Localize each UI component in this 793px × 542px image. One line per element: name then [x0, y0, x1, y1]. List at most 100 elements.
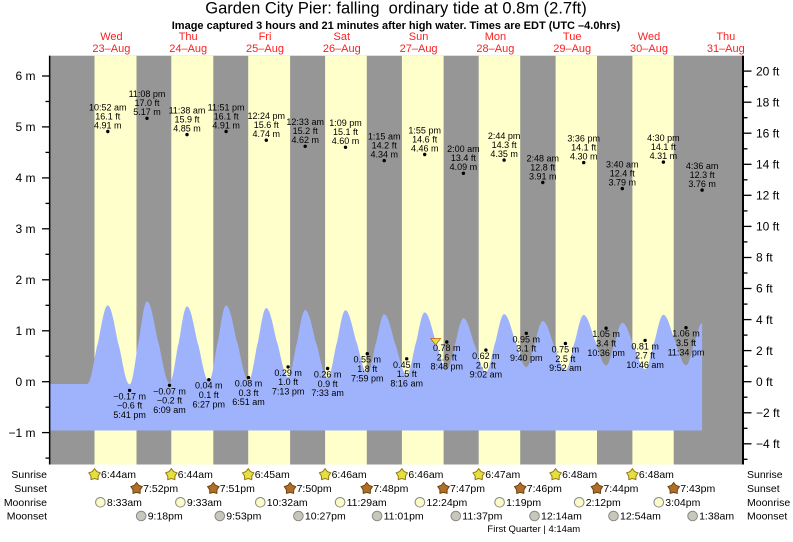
svg-text:−0.6 ft: −0.6 ft — [117, 401, 143, 411]
svg-text:9:18pm: 9:18pm — [148, 511, 183, 523]
svg-text:0.55 m: 0.55 m — [354, 355, 382, 365]
svg-text:1:09 pm: 1:09 pm — [329, 118, 362, 128]
svg-text:4.62 m: 4.62 m — [291, 135, 319, 145]
svg-text:1 m: 1 m — [15, 324, 35, 338]
svg-text:11:51 pm: 11:51 pm — [208, 102, 245, 112]
svg-text:1.8 ft: 1.8 ft — [357, 364, 378, 374]
svg-text:0 m: 0 m — [15, 375, 35, 389]
svg-text:12:33 am: 12:33 am — [286, 117, 324, 127]
svg-text:−4 ft: −4 ft — [756, 437, 780, 451]
svg-text:Tue: Tue — [563, 31, 582, 43]
svg-text:4.09 m: 4.09 m — [450, 162, 478, 172]
svg-text:1:15 am: 1:15 am — [368, 131, 401, 141]
svg-text:Sunset: Sunset — [747, 483, 780, 495]
svg-text:10:27pm: 10:27pm — [305, 511, 346, 523]
svg-text:14.6 ft: 14.6 ft — [412, 134, 438, 144]
svg-text:First Quarter | 4:14am: First Quarter | 4:14am — [487, 524, 580, 535]
svg-text:0.1 ft: 0.1 ft — [199, 390, 220, 400]
svg-text:12.8 ft: 12.8 ft — [530, 162, 556, 172]
svg-text:6:48am: 6:48am — [562, 469, 597, 481]
svg-text:2:12pm: 2:12pm — [586, 497, 621, 509]
svg-text:11:29am: 11:29am — [347, 497, 387, 509]
svg-text:4.46 m: 4.46 m — [411, 143, 439, 153]
svg-text:1:55 pm: 1:55 pm — [408, 125, 441, 135]
svg-text:8:48 pm: 8:48 pm — [431, 362, 464, 372]
svg-text:6:48am: 6:48am — [639, 469, 674, 481]
svg-text:6:09 am: 6:09 am — [153, 405, 186, 415]
svg-text:7:44pm: 7:44pm — [603, 483, 638, 495]
svg-text:0 ft: 0 ft — [756, 375, 773, 389]
svg-text:0.3 ft: 0.3 ft — [238, 388, 259, 398]
svg-text:3.79 m: 3.79 m — [609, 177, 637, 187]
svg-text:2 m: 2 m — [15, 273, 35, 287]
svg-text:Sat: Sat — [334, 31, 351, 43]
svg-text:6:44am: 6:44am — [178, 469, 213, 481]
svg-text:4.34 m: 4.34 m — [370, 149, 398, 159]
svg-text:4 ft: 4 ft — [756, 313, 773, 327]
svg-text:4.91 m: 4.91 m — [212, 120, 240, 130]
svg-text:6 ft: 6 ft — [756, 282, 773, 296]
svg-text:2.7 ft: 2.7 ft — [635, 351, 656, 361]
svg-text:3.91 m: 3.91 m — [529, 171, 557, 181]
svg-text:7:33 am: 7:33 am — [311, 388, 344, 398]
svg-text:6:46am: 6:46am — [408, 469, 443, 481]
svg-text:18 ft: 18 ft — [756, 95, 780, 109]
svg-text:2:00 am: 2:00 am — [447, 144, 480, 154]
svg-text:12:54am: 12:54am — [620, 511, 661, 523]
svg-text:Moonset: Moonset — [747, 511, 787, 523]
svg-text:4 m: 4 m — [15, 171, 35, 185]
svg-text:7:46pm: 7:46pm — [527, 483, 562, 495]
svg-text:24–Aug: 24–Aug — [169, 43, 207, 55]
svg-text:0.29 m: 0.29 m — [274, 368, 302, 378]
svg-text:10:32am: 10:32am — [267, 497, 308, 509]
svg-text:30–Aug: 30–Aug — [630, 43, 668, 55]
svg-text:9:40 pm: 9:40 pm — [510, 353, 543, 363]
svg-text:11:01pm: 11:01pm — [384, 511, 424, 523]
svg-text:7:48pm: 7:48pm — [373, 483, 408, 495]
svg-text:7:43pm: 7:43pm — [680, 483, 715, 495]
svg-text:−2 ft: −2 ft — [756, 406, 780, 420]
svg-text:−0.2 ft: −0.2 ft — [157, 396, 183, 406]
svg-text:5.17 m: 5.17 m — [133, 107, 161, 117]
svg-text:Sunrise: Sunrise — [747, 469, 783, 481]
svg-text:27–Aug: 27–Aug — [400, 43, 438, 55]
svg-text:14.3 ft: 14.3 ft — [492, 140, 518, 150]
svg-text:14.2 ft: 14.2 ft — [372, 140, 398, 150]
svg-text:16.1 ft: 16.1 ft — [214, 111, 240, 121]
svg-text:12.3 ft: 12.3 ft — [690, 170, 716, 180]
svg-text:4.60 m: 4.60 m — [332, 136, 360, 146]
svg-text:Fri: Fri — [259, 31, 272, 43]
svg-text:12.4 ft: 12.4 ft — [610, 168, 636, 178]
svg-text:Sunset: Sunset — [14, 483, 47, 495]
svg-text:9:33am: 9:33am — [187, 497, 222, 509]
svg-text:11:34 pm: 11:34 pm — [668, 347, 705, 357]
svg-text:3 m: 3 m — [15, 222, 35, 236]
svg-text:0.08 m: 0.08 m — [235, 379, 263, 389]
svg-text:17.0 ft: 17.0 ft — [134, 98, 160, 108]
svg-text:1:38am: 1:38am — [699, 511, 734, 523]
svg-text:4:36 am: 4:36 am — [686, 161, 719, 171]
svg-text:0.75 m: 0.75 m — [552, 345, 580, 355]
svg-text:6:51 am: 6:51 am — [232, 397, 265, 407]
svg-text:4:30 pm: 4:30 pm — [647, 133, 680, 143]
svg-text:Thu: Thu — [179, 31, 198, 43]
svg-text:7:52pm: 7:52pm — [143, 483, 178, 495]
svg-text:8:33am: 8:33am — [107, 497, 142, 509]
svg-text:3:04pm: 3:04pm — [665, 497, 700, 509]
svg-text:1.06 m: 1.06 m — [672, 329, 700, 339]
svg-text:Mon: Mon — [485, 31, 506, 43]
svg-text:29–Aug: 29–Aug — [553, 43, 591, 55]
svg-text:23–Aug: 23–Aug — [92, 43, 130, 55]
svg-text:14 ft: 14 ft — [756, 158, 780, 172]
svg-text:12:14am: 12:14am — [541, 511, 582, 523]
svg-text:12:24 pm: 12:24 pm — [248, 111, 286, 121]
svg-text:0.62 m: 0.62 m — [472, 351, 500, 361]
svg-text:7:51pm: 7:51pm — [220, 483, 255, 495]
svg-text:Moonrise: Moonrise — [4, 497, 47, 509]
svg-text:7:47pm: 7:47pm — [450, 483, 485, 495]
svg-text:12 ft: 12 ft — [756, 189, 780, 203]
svg-text:2 ft: 2 ft — [756, 344, 773, 358]
svg-text:4.31 m: 4.31 m — [650, 151, 678, 161]
svg-text:15.9 ft: 15.9 ft — [174, 114, 200, 124]
svg-text:6 m: 6 m — [15, 69, 35, 83]
